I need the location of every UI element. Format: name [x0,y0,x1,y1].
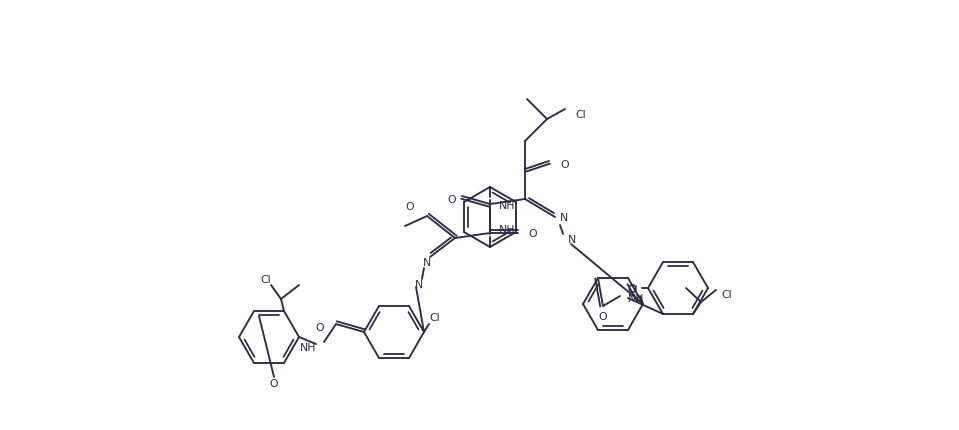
Text: N: N [568,234,576,244]
Text: O: O [560,160,569,169]
Text: Cl: Cl [261,274,271,284]
Text: O: O [598,311,607,321]
Text: O: O [406,202,414,212]
Text: Cl: Cl [721,289,732,299]
Text: O: O [269,378,278,388]
Text: O: O [528,228,537,239]
Text: Cl: Cl [429,312,439,322]
Text: N: N [560,212,569,222]
Text: Cl: Cl [627,284,638,294]
Text: O: O [316,322,324,332]
Text: NH: NH [499,200,516,211]
Text: NH: NH [628,293,644,303]
Text: N: N [423,258,432,267]
Text: N: N [415,280,423,289]
Text: O: O [448,194,456,205]
Text: NH: NH [299,342,316,352]
Text: O: O [627,283,636,293]
Text: NH: NH [499,224,516,234]
Text: Cl: Cl [575,110,586,120]
